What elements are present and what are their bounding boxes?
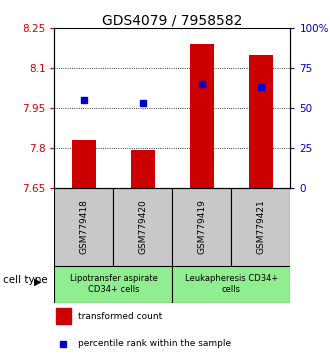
Bar [56, 308, 71, 324]
Text: cell type: cell type [3, 275, 48, 285]
Text: percentile rank within the sample: percentile rank within the sample [78, 339, 231, 348]
Title: GDS4079 / 7958582: GDS4079 / 7958582 [102, 13, 243, 27]
Text: GSM779419: GSM779419 [197, 199, 207, 254]
Text: GSM779420: GSM779420 [138, 199, 148, 254]
Bar [190, 44, 214, 188]
Bar [231, 188, 290, 266]
Bar [172, 266, 290, 303]
Bar [54, 188, 114, 266]
Bar [114, 188, 173, 266]
Text: GSM779421: GSM779421 [256, 199, 265, 254]
Bar [54, 266, 172, 303]
Bar [249, 55, 273, 188]
Bar [172, 188, 231, 266]
Text: ▶: ▶ [34, 277, 42, 287]
Text: Leukapheresis CD34+
cells: Leukapheresis CD34+ cells [185, 274, 278, 294]
Text: Lipotransfer aspirate
CD34+ cells: Lipotransfer aspirate CD34+ cells [70, 274, 157, 294]
Bar [131, 150, 155, 188]
Text: transformed count: transformed count [78, 312, 162, 320]
Text: GSM779418: GSM779418 [80, 199, 88, 254]
Bar [72, 140, 96, 188]
